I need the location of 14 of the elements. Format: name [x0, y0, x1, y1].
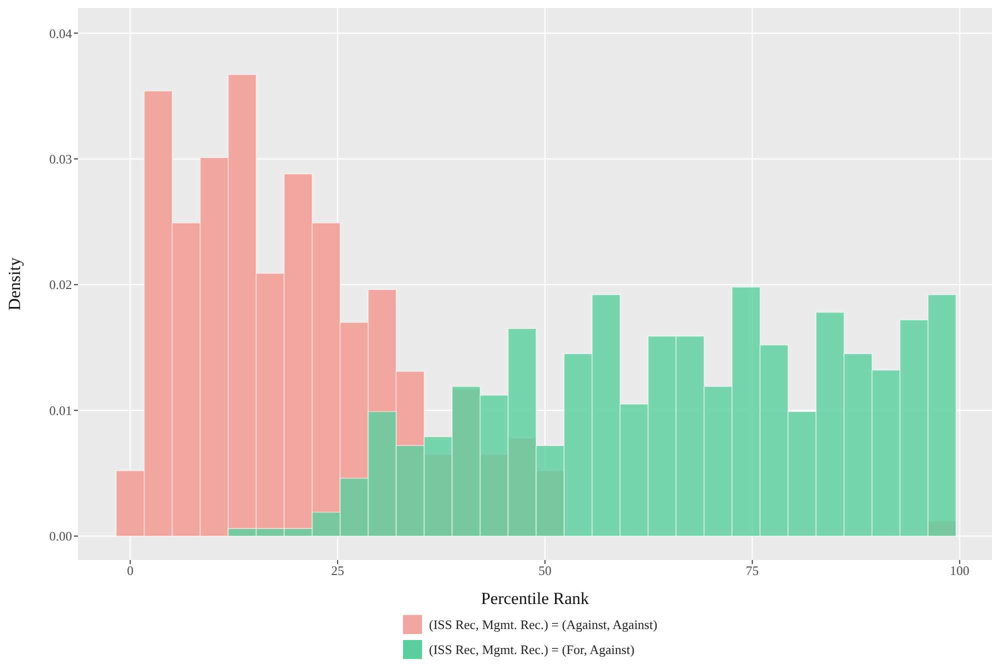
x-tick-label: 50 [538, 563, 552, 578]
x-tick-label: 100 [950, 563, 970, 578]
y-tick-label: 0.00 [49, 528, 72, 544]
y-tick-label: 0.03 [49, 152, 72, 167]
x-tick-label: 25 [331, 563, 344, 578]
legend-label: (ISS Rec, Mgmt. Rec.) = (Against, Against) [429, 616, 658, 632]
y-axis-title: Density [5, 257, 24, 310]
y-tick-label: 0.02 [49, 277, 72, 292]
legend-label: (ISS Rec, Mgmt. Rec.) = (For, Against) [429, 642, 634, 658]
x-tick-label: 0 [127, 563, 134, 578]
x-tick-label: 75 [746, 563, 759, 578]
x-axis-title: Percentile Rank [480, 589, 590, 608]
y-tick-label: 0.01 [49, 402, 72, 418]
y-tick-label: 0.04 [49, 26, 72, 41]
